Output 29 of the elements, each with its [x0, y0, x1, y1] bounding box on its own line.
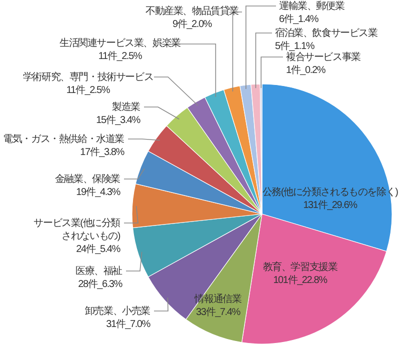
data-label: 11件_2.5%	[66, 85, 110, 96]
data-label: 24件_5.4%	[76, 244, 121, 255]
slice-label: 宿泊業、飲食サービス業	[275, 27, 378, 39]
slice-label: 生活関連サービス業、娯楽業	[60, 37, 182, 49]
data-label: 11件_2.5%	[98, 51, 142, 62]
slice-label: 金融業、保険業	[54, 173, 121, 185]
data-label: 31件_7.0%	[106, 319, 151, 330]
slice-label: 電気・ガス・熱供給・水道業	[3, 133, 125, 145]
slice-label: サービス業(他に分類されないもの)	[34, 217, 121, 242]
data-label: 9件_2.0%	[172, 19, 212, 30]
data-label: 6件_1.4%	[279, 14, 319, 25]
slice-label: 複合サービス事業	[286, 51, 362, 63]
data-label: 28件_6.3%	[78, 279, 123, 290]
slice-label: 製造業	[112, 101, 141, 113]
data-label: 101件_22.8%	[273, 275, 328, 286]
slice-label: 医療、福祉	[75, 265, 123, 277]
slice-label: 教育、学習支援業	[262, 261, 338, 273]
slice-label: 卸売業、小売業	[84, 305, 151, 317]
data-label: 15件_3.4%	[96, 115, 141, 126]
data-label: 131件_29.6%	[303, 200, 358, 211]
slice-label: 不動産業、物品賃貸業	[145, 5, 240, 17]
data-label: 17件_3.8%	[80, 147, 125, 158]
data-label: 1件_0.2%	[286, 65, 326, 76]
data-label: 33件_7.4%	[196, 307, 241, 318]
slice-label: 運輸業、郵便業	[279, 0, 345, 12]
slice-label: 情報通信業	[194, 293, 242, 305]
data-label: 5件_1.1%	[275, 41, 315, 52]
slice-label: 学術研究、専門・技術サービス	[22, 71, 154, 83]
data-label: 19件_4.3%	[76, 187, 121, 198]
